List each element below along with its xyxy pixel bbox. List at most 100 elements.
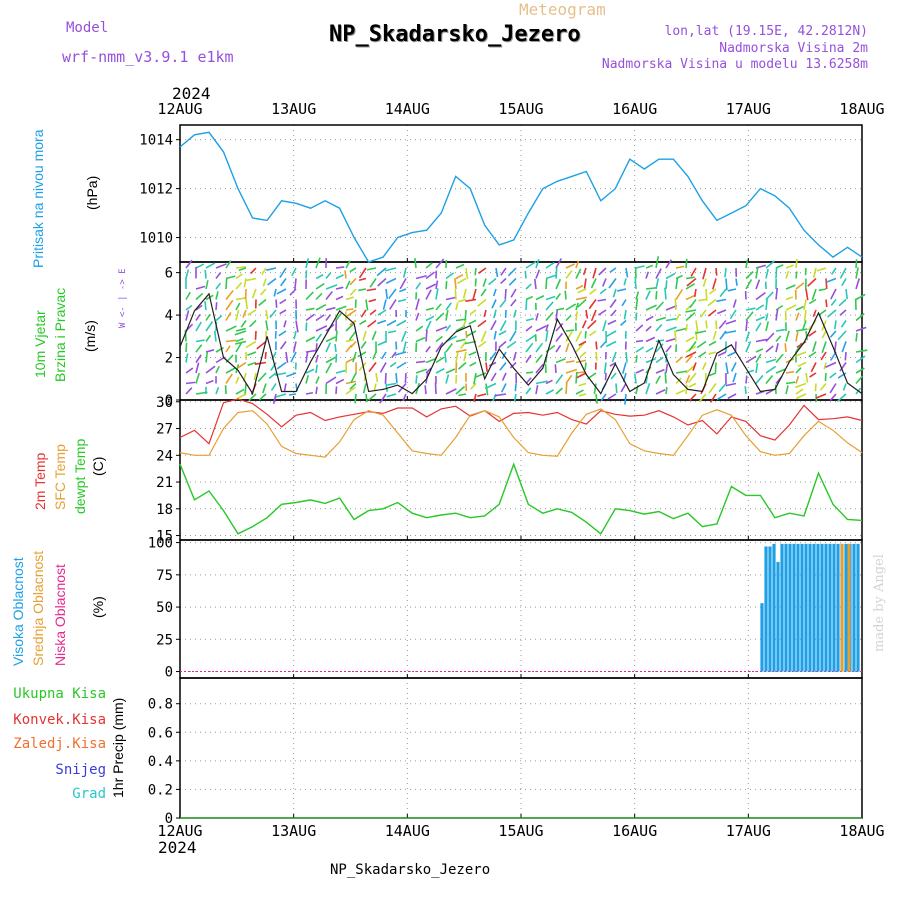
wind-arrow	[305, 270, 308, 279]
wind-arrow	[248, 393, 257, 402]
wind-arrow	[225, 289, 234, 300]
wind-arrow	[805, 372, 809, 383]
wind-arrow	[425, 320, 432, 332]
wind-arrow	[384, 372, 387, 384]
wind-arrow	[425, 283, 437, 290]
wind-arrow	[391, 351, 397, 359]
wind-arrow	[604, 372, 607, 381]
wind-arrow	[535, 363, 544, 374]
wind-arrow	[195, 263, 205, 269]
wind-arrow	[270, 383, 277, 391]
wind-arrow	[755, 322, 762, 332]
wind-arrow	[399, 278, 407, 290]
wind-arrow	[305, 336, 316, 343]
wind-arrow	[455, 302, 459, 311]
wind-arrow	[535, 325, 547, 332]
wind-arrow	[675, 389, 686, 395]
wind-arrow	[500, 277, 507, 285]
wind-arrow	[575, 359, 587, 364]
wind-arrow	[634, 278, 637, 290]
wind-arrow	[714, 362, 717, 373]
cloud-high-bar	[780, 543, 784, 672]
wind-arrow	[842, 383, 847, 391]
wind-arrow	[811, 341, 817, 352]
wind-arrow	[775, 309, 779, 321]
wind-arrow	[368, 298, 377, 303]
wind-arrow	[367, 319, 377, 328]
wind-arrow	[575, 342, 585, 353]
wind-arrow	[525, 371, 534, 374]
panel-1: 0 2 4 6	[165, 261, 863, 409]
y-tick-label: 1014	[139, 133, 173, 149]
wind-arrow	[765, 375, 774, 385]
wind-arrow	[215, 282, 222, 290]
cloud-high-bar	[784, 543, 788, 672]
wind-arrow	[435, 335, 443, 343]
cloud-high-bar	[812, 543, 816, 672]
wind-arrow	[688, 341, 697, 352]
wind-arrow	[205, 351, 209, 363]
wind-arrow	[415, 282, 422, 290]
wind-arrow	[708, 351, 717, 355]
wind-arrow	[555, 278, 562, 290]
wind-arrow	[745, 307, 756, 311]
wind-arrow	[245, 277, 257, 282]
wind-arrow	[415, 298, 420, 311]
wind-arrow	[844, 351, 847, 361]
y-tick-label: 4	[165, 308, 173, 324]
wind-arrow	[473, 372, 477, 385]
wind-arrow	[589, 288, 597, 295]
wind-arrow	[855, 326, 867, 332]
wind-arrow	[724, 267, 727, 278]
wind-arrow	[315, 354, 319, 363]
wind-arrow	[645, 336, 656, 343]
wind-arrow	[645, 376, 649, 384]
wind-arrow	[599, 288, 607, 295]
wind-arrow	[545, 379, 553, 385]
wind-arrow	[829, 330, 837, 338]
wind-arrow	[369, 309, 377, 316]
wind-arrow	[785, 370, 795, 374]
wind-arrow	[185, 291, 191, 300]
wind-arrow	[712, 330, 717, 340]
x-tick-label-bottom: 15AUG	[498, 822, 543, 840]
wind-arrow	[455, 385, 466, 395]
wind-arrow	[365, 393, 368, 403]
wind-arrow	[829, 383, 837, 394]
x-tick-label-top: 13AUG	[271, 100, 316, 118]
wind-arrow	[725, 382, 737, 387]
wind-arrow	[375, 372, 379, 383]
wind-arrow	[685, 258, 688, 269]
wind-arrow	[755, 279, 761, 290]
wind-arrow	[215, 291, 219, 300]
wind-arrow	[288, 393, 297, 396]
wind-arrow	[289, 288, 297, 296]
wind-arrow	[565, 303, 577, 311]
wind-arrow	[577, 298, 587, 308]
wind-arrow	[402, 393, 407, 402]
cloud-high-bar	[804, 543, 808, 672]
wind-arrow	[775, 267, 778, 279]
wind-arrow	[685, 364, 696, 374]
wind-arrow	[645, 325, 652, 332]
wind-arrow	[809, 372, 817, 378]
wind-arrow	[492, 288, 497, 297]
wind-arrow	[635, 355, 638, 363]
wind-arrow	[555, 258, 563, 269]
wind-arrow	[305, 313, 315, 322]
wind-arrow	[235, 309, 240, 321]
wind-arrow	[565, 331, 573, 342]
wind-arrow	[510, 288, 517, 298]
wind-arrow	[755, 266, 759, 279]
wind-arrow	[185, 304, 193, 311]
wind-arrow	[705, 288, 708, 301]
wind-arrow	[702, 278, 707, 287]
wind-arrow	[535, 295, 545, 301]
wind-arrow	[491, 299, 497, 309]
wind-arrow	[803, 299, 807, 311]
wind-arrow	[785, 296, 794, 301]
wind-arrow	[823, 362, 827, 370]
wind-arrow	[598, 309, 607, 316]
wind-arrow	[250, 267, 257, 275]
wind-arrow	[379, 362, 387, 373]
